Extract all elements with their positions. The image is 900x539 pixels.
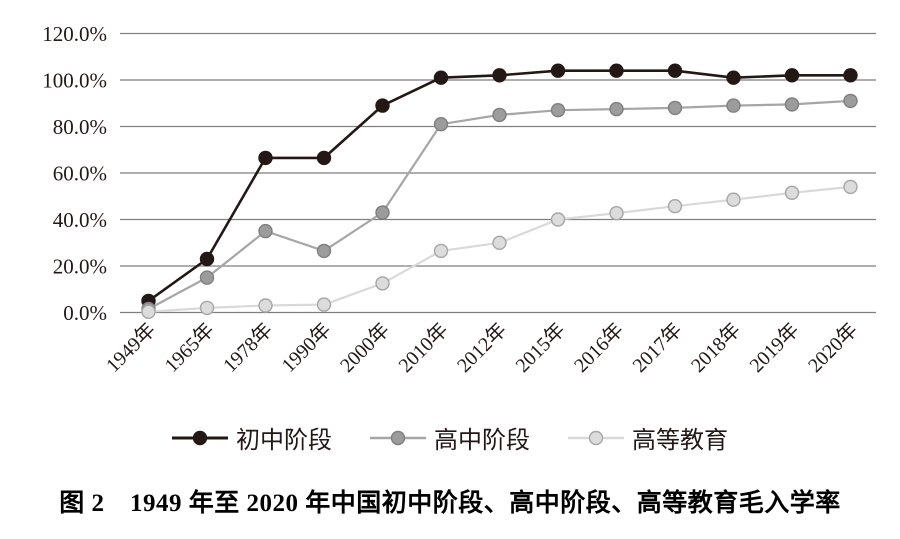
chart-legend: 初中阶段 高中阶段 高等教育: [0, 420, 900, 455]
legend-label: 高中阶段: [434, 428, 530, 454]
series-1-point-5: [433, 116, 449, 132]
series-2-point-1: [199, 300, 215, 316]
legend-label: 高等教育: [632, 428, 728, 454]
x-tick-label-11: 2019年: [745, 318, 804, 377]
y-tick-label-120: 120.0%: [42, 22, 107, 46]
x-tick-label-6: 2012年: [452, 318, 511, 377]
y-tick-label-20: 20.0%: [53, 255, 107, 279]
series-0-point-10: [726, 70, 741, 85]
series-1-point-9: [667, 100, 683, 116]
series-2-point-9: [667, 198, 683, 214]
series-0-point-7: [550, 63, 566, 78]
series-2-point-0: [141, 304, 156, 319]
series-layer: [141, 63, 858, 319]
series-1-point-10: [726, 98, 741, 113]
x-tick-label-9: 2017年: [628, 318, 687, 377]
figure-caption: 图 2 1949 年至 2020 年中国初中阶段、高中阶段、高等教育毛入学率: [59, 490, 841, 517]
series-2-point-12: [843, 179, 858, 195]
series-0-point-12: [843, 68, 858, 83]
series-2-point-2: [258, 298, 273, 313]
series-1-point-7: [550, 102, 566, 118]
series-0-point-3: [316, 150, 332, 166]
x-tick-label-12: 2020年: [803, 318, 862, 377]
series-2-point-8: [609, 205, 624, 221]
series-1-point-6: [492, 107, 507, 123]
series-1-point-3: [316, 243, 332, 259]
series-0-point-8: [609, 63, 624, 78]
y-tick-label-60: 60.0%: [53, 162, 107, 186]
y-tick-label-0: 0.0%: [63, 301, 107, 325]
series-0-point-11: [784, 68, 800, 83]
series-2-point-4: [375, 276, 390, 291]
x-tick-label-0: 1949年: [101, 318, 160, 377]
x-tick-label-2: 1978年: [218, 318, 277, 377]
legend-label: 初中阶段: [236, 428, 332, 454]
series-1-point-12: [843, 93, 858, 109]
series-0-point-2: [258, 150, 273, 166]
x-tick-label-3: 1990年: [277, 318, 336, 377]
y-tick-label-40: 40.0%: [53, 208, 107, 232]
series-2-point-5: [433, 243, 449, 259]
series-1-line: [147, 99, 851, 310]
series-1-point-2: [258, 223, 273, 239]
series-1-point-1: [199, 270, 215, 285]
line-chart: 0.0% 20.0% 40.0% 60.0% 80.0% 100.0% 120.0% 194…: [42, 22, 876, 377]
y-tick-label-80: 80.0%: [53, 115, 107, 139]
series-2-point-6: [492, 235, 507, 251]
x-tick-label-7: 2015年: [511, 318, 570, 377]
series-0-point-9: [667, 63, 683, 78]
x-tick-label-4: 2000年: [335, 318, 394, 377]
y-axis-labels: 0.0% 20.0% 40.0% 60.0% 80.0% 100.0% 120.0%: [42, 22, 107, 325]
x-tick-label-1: 1965年: [160, 318, 219, 377]
series-0-point-1: [199, 251, 215, 267]
x-tick-label-8: 2016年: [569, 318, 628, 377]
series-2-point-10: [726, 192, 741, 207]
legend-marker-icon: [568, 430, 624, 445]
legend-marker-icon: [370, 430, 426, 445]
series-0-point-4: [375, 98, 390, 113]
legend-item-1: 高中阶段: [370, 420, 530, 455]
y-tick-label-100: 100.0%: [42, 69, 107, 93]
legend-item-0: 初中阶段: [172, 420, 332, 455]
series-2-point-11: [784, 185, 800, 201]
x-axis-labels: 1949年 1965年 1978年 1990年 2000年 2010年 2012年 2015年…: [101, 318, 862, 377]
series-1-point-4: [375, 205, 390, 220]
series-1-point-8: [609, 101, 624, 117]
x-tick-label-5: 2010年: [394, 318, 453, 377]
x-tick-label-10: 2018年: [686, 318, 745, 377]
series-0-point-5: [433, 70, 449, 85]
series-2-point-7: [550, 212, 566, 227]
series-0-point-6: [492, 68, 507, 83]
legend-marker-icon: [172, 430, 228, 445]
legend-item-2: 高等教育: [568, 420, 728, 455]
series-2-point-3: [316, 297, 332, 312]
series-1-point-11: [784, 97, 800, 112]
